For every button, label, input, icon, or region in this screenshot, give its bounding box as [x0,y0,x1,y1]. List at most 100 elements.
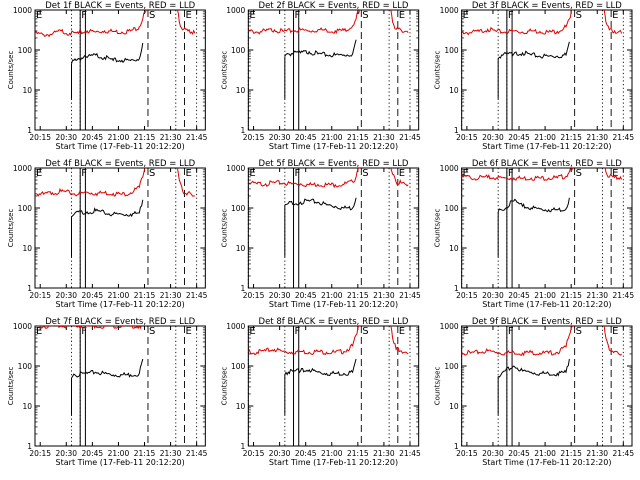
events-series-line [71,358,144,379]
time-marker-label: E [463,10,469,21]
x-axis-title: Start Time (17-Feb-11 20:12:20) [269,300,398,309]
time-marker-label: F [508,326,514,337]
x-tick-label: 21:45 [399,449,421,458]
time-marker-label: E [36,326,42,337]
time-marker-label: S [362,10,368,21]
events-series-line [284,39,357,58]
time-marker-label: S [149,326,155,337]
interval-box [506,325,513,447]
lld-series-line [603,326,622,356]
x-tick-label: 20:15 [243,133,265,142]
y-tick-label: 1000 [226,164,245,173]
y-tick-label: 1 [241,442,246,451]
interval-box [506,9,513,131]
lld-series-line [390,10,409,34]
x-tick-label: 21:45 [399,133,421,142]
y-axis-title: Counts/sec [434,367,442,406]
y-axis-title: Counts/sec [220,51,228,90]
time-marker-label: F [295,10,301,21]
detector-panel-4: Det 4f BLACK = Events, RED = LLD 1 10 100 10… [7,159,208,309]
events-series-line [284,358,357,377]
y-tick-label: 100 [18,204,33,213]
interval-box [79,325,86,447]
panel-title: Det 8f BLACK = Events, RED = LLD [259,317,409,327]
x-tick-label: 21:00 [108,291,130,300]
time-marker-label: F [508,10,514,21]
y-tick-label: 1000 [440,164,459,173]
y-tick-label: 1 [27,126,32,135]
y-tick-label: 100 [444,46,459,55]
y-tick-label: 1000 [13,6,32,15]
x-tick-label: 20:45 [82,133,104,142]
time-marker-label: S [149,168,155,179]
detector-panel-6: Det 6f BLACK = Events, RED = LLD 1 10 100 10… [434,159,635,309]
x-tick-label: 21:15 [560,133,582,142]
y-tick-label: 1 [241,126,246,135]
events-series-line [497,358,570,378]
interval-box [293,9,300,131]
time-marker-label: F [81,10,87,21]
y-tick-label: 100 [444,362,459,371]
time-marker-label: E [463,326,469,337]
x-axis-title: Start Time (17-Feb-11 20:12:20) [482,300,611,309]
y-tick-label: 1 [454,284,459,293]
x-tick-label: 20:15 [243,291,265,300]
lld-series-line [390,168,409,187]
panel-title: Det 9f BLACK = Events, RED = LLD [472,317,622,327]
plot-frame [34,325,206,447]
x-tick-label: 21:30 [373,291,395,300]
x-tick-label: 21:45 [399,291,421,300]
plot-frame [34,167,206,289]
events-series-line [284,197,357,211]
x-tick-label: 20:45 [508,291,530,300]
panel-title: Det 2f BLACK = Events, RED = LLD [259,1,409,11]
interval-box [506,167,513,289]
lld-series-line [390,326,409,355]
y-tick-label: 10 [236,402,246,411]
y-tick-label: 1000 [440,6,459,15]
x-tick-label: 21:30 [586,291,608,300]
time-marker-label: E [185,326,191,337]
x-tick-label: 21:30 [373,449,395,458]
time-marker-label: F [81,326,87,337]
x-tick-label: 20:45 [82,291,104,300]
plot-frame [247,325,420,447]
panel-title: Det 7f BLACK = Events, RED = LLD [45,317,195,327]
lld-series-line [603,10,623,34]
x-tick-label: 21:15 [134,133,156,142]
x-tick-label: 20:45 [508,449,530,458]
x-tick-label: 20:15 [456,449,478,458]
x-tick-label: 21:00 [534,133,556,142]
x-tick-label: 21:30 [160,449,182,458]
x-tick-label: 20:15 [29,449,51,458]
detector-panel-2: Det 2f BLACK = Events, RED = LLD 1 10 100 10… [220,1,421,151]
x-tick-label: 20:30 [55,449,77,458]
x-tick-label: 20:30 [482,449,504,458]
time-marker-label: E [36,168,42,179]
time-marker-label: S [149,10,155,21]
x-tick-label: 20:30 [55,291,77,300]
x-tick-label: 21:15 [134,449,156,458]
y-tick-label: 1 [27,284,32,293]
panel-title: Det 6f BLACK = Events, RED = LLD [472,159,622,169]
detector-panel-8: Det 8f BLACK = Events, RED = LLD 1 10 100 10… [220,317,421,467]
time-marker-label: F [508,168,514,179]
y-tick-label: 1000 [226,6,245,15]
x-tick-label: 21:45 [186,133,208,142]
time-marker-label: E [399,10,405,21]
events-series-line [497,41,570,60]
detector-panel-1: Det 1f BLACK = Events, RED = LLD 1 10 100 10… [7,1,208,151]
events-series-line [497,197,570,213]
x-tick-label: 21:15 [560,291,582,300]
y-tick-label: 1000 [13,164,32,173]
x-tick-label: 21:00 [108,133,130,142]
x-tick-label: 21:00 [321,449,343,458]
y-axis-title: Counts/sec [220,209,228,248]
x-tick-label: 20:45 [82,449,104,458]
x-axis-title: Start Time (17-Feb-11 20:12:20) [482,458,611,467]
y-axis-title: Counts/sec [7,209,15,248]
x-axis-title: Start Time (17-Feb-11 20:12:20) [269,458,398,467]
x-tick-label: 20:30 [482,133,504,142]
y-tick-label: 1 [241,284,246,293]
